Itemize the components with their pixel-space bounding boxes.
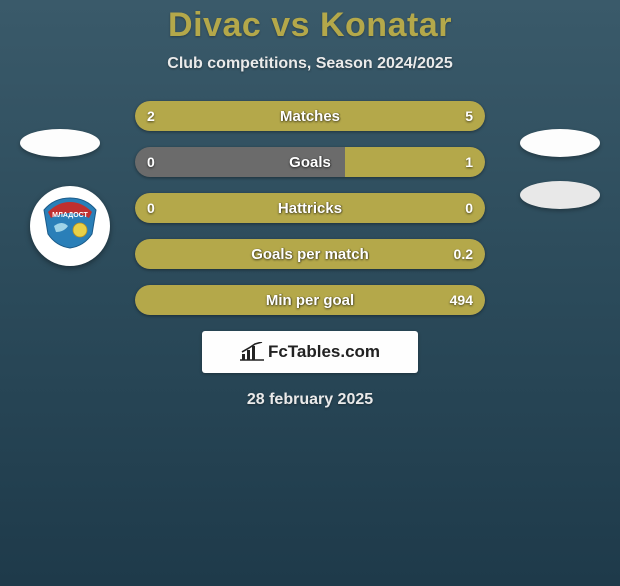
stat-row-goals: 0 Goals 1 — [135, 147, 485, 177]
stat-label: Goals per match — [135, 239, 485, 269]
stats-area: 2 Matches 5 0 Goals 1 0 Hattricks 0 Goal… — [0, 101, 620, 315]
stat-label: Goals — [135, 147, 485, 177]
stat-row-mpg: Min per goal 494 — [135, 285, 485, 315]
stat-row-matches: 2 Matches 5 — [135, 101, 485, 131]
stat-right-value: 1 — [465, 147, 473, 177]
subtitle: Club competitions, Season 2024/2025 — [0, 55, 620, 73]
stat-right-value: 0 — [465, 193, 473, 223]
stat-label: Min per goal — [135, 285, 485, 315]
stat-label: Matches — [135, 101, 485, 131]
stat-row-gpm: Goals per match 0.2 — [135, 239, 485, 269]
date: 28 february 2025 — [0, 391, 620, 409]
footer-brand[interactable]: FcTables.com — [202, 331, 418, 373]
stat-right-value: 0.2 — [454, 239, 473, 269]
stat-right-value: 494 — [450, 285, 473, 315]
stat-label: Hattricks — [135, 193, 485, 223]
footer-brand-text: FcTables.com — [268, 342, 380, 362]
stat-row-hattricks: 0 Hattricks 0 — [135, 193, 485, 223]
chart-icon — [240, 342, 264, 362]
page-title: Divac vs Konatar — [0, 6, 620, 45]
stat-right-value: 5 — [465, 101, 473, 131]
